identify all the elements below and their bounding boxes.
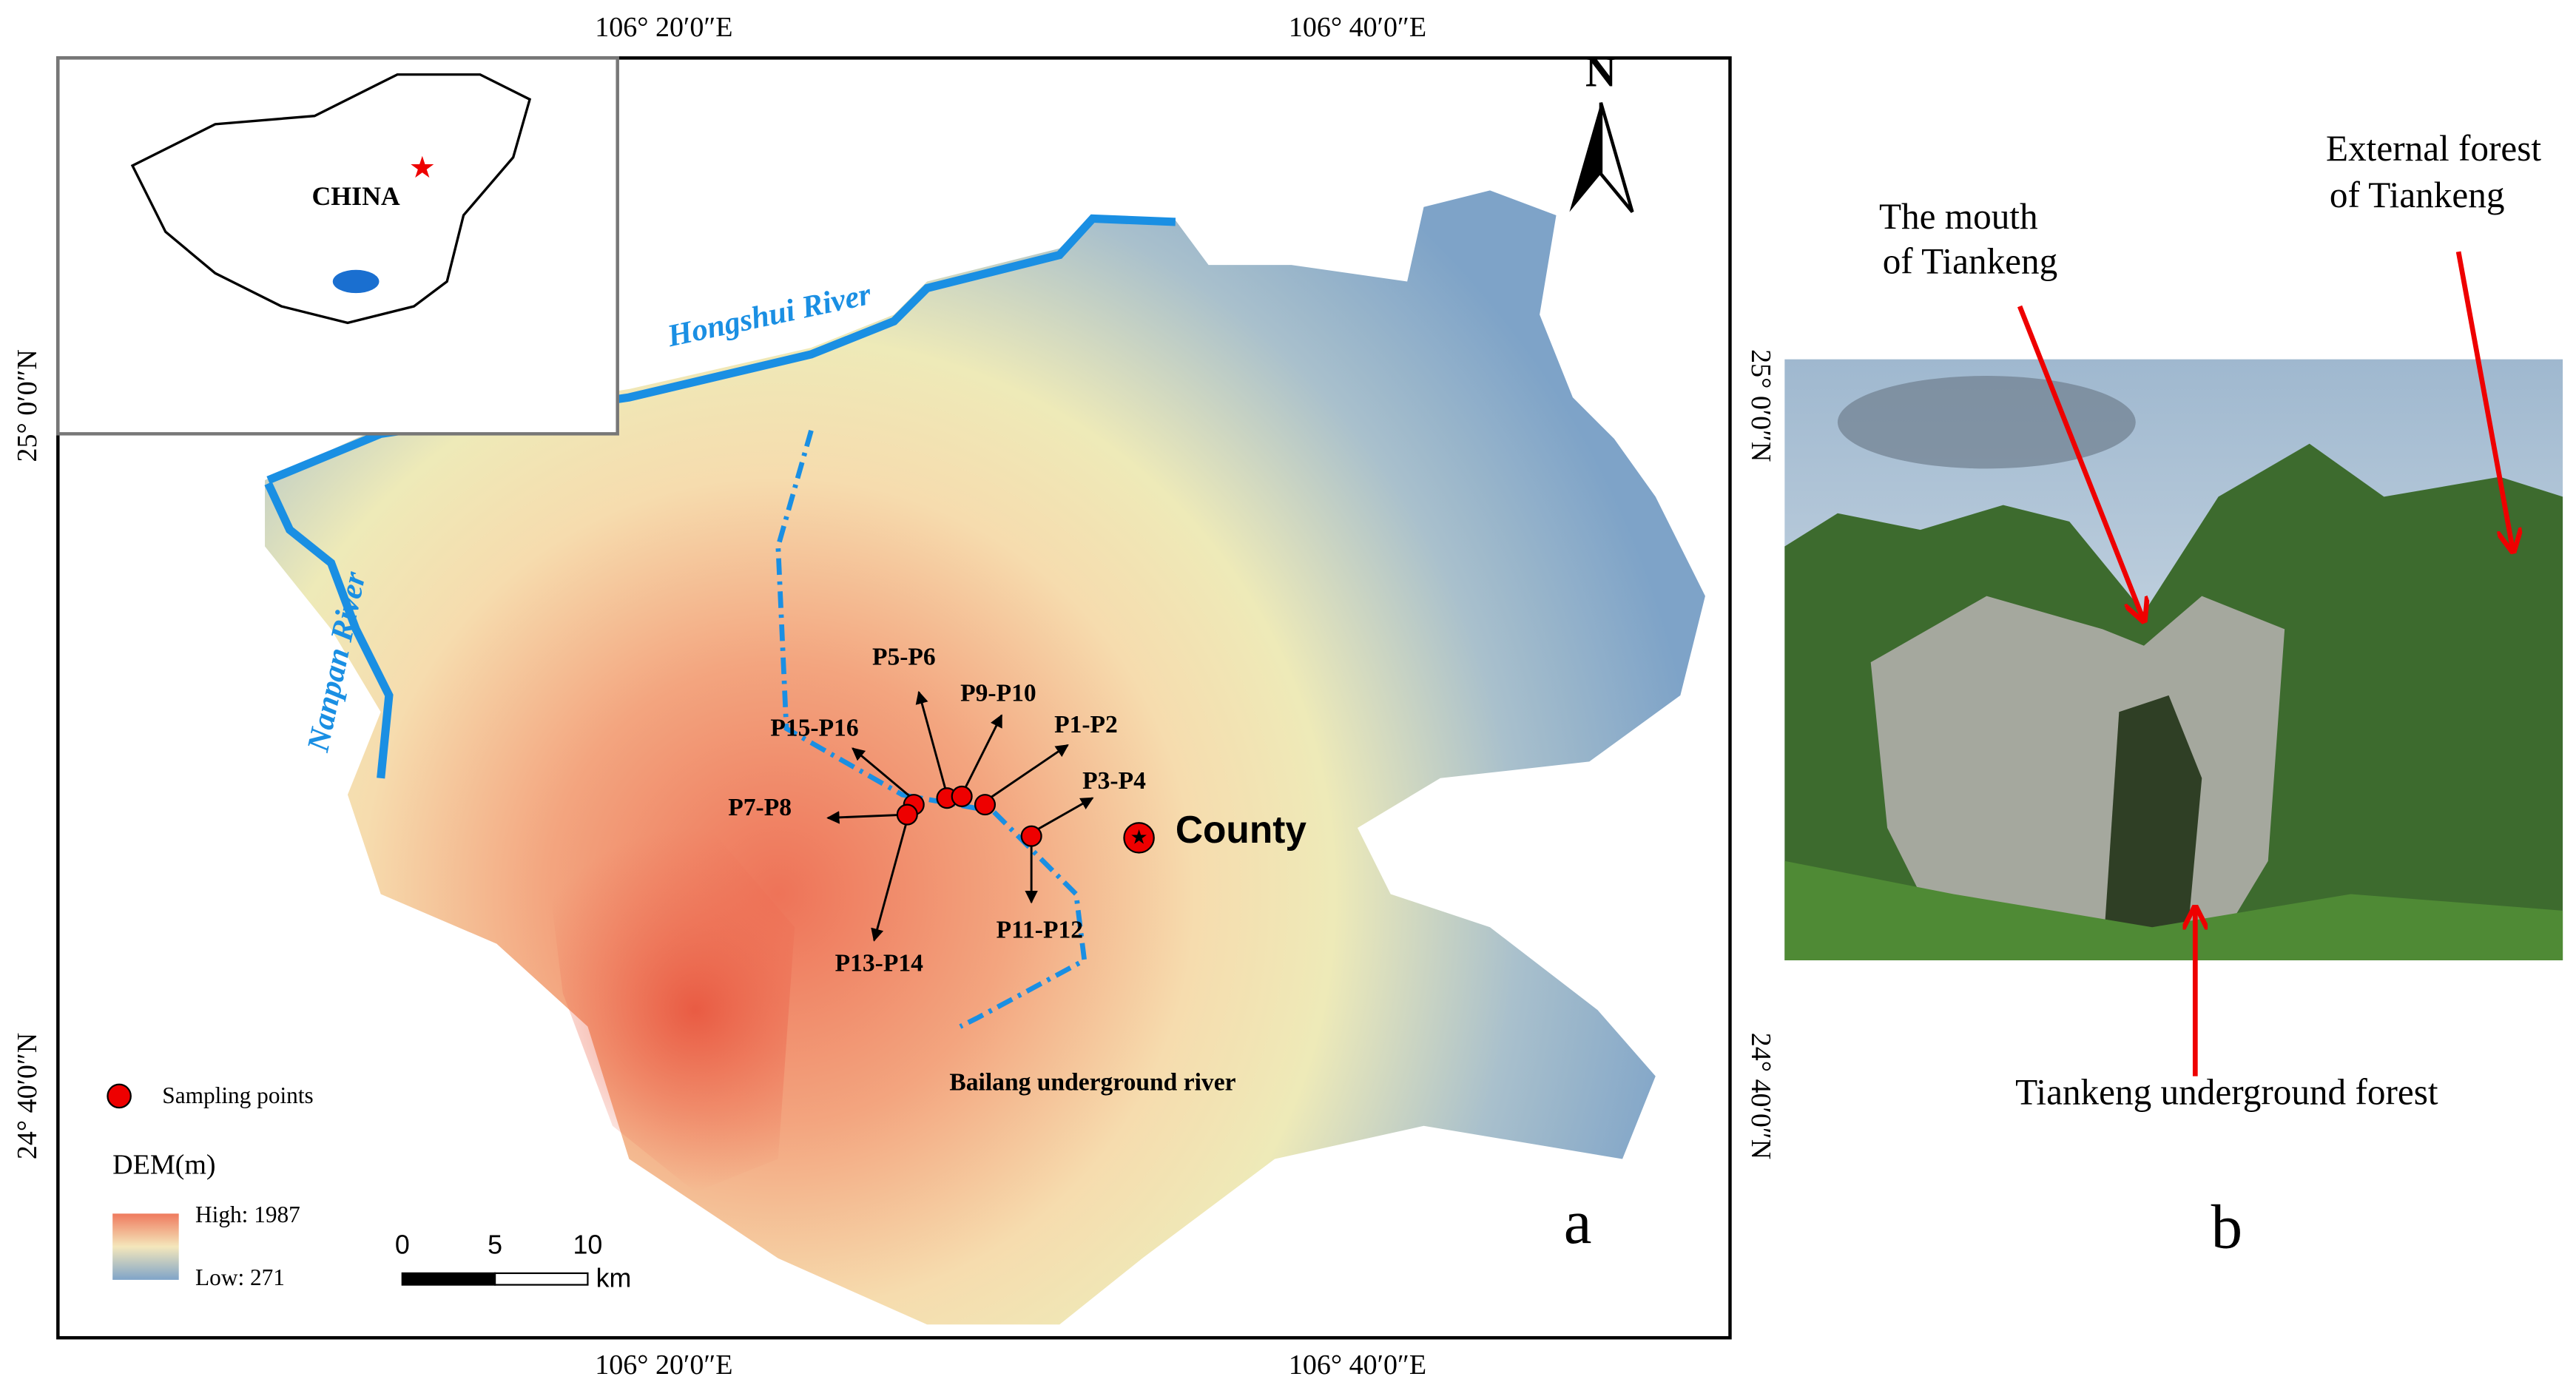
lat-label: 25° 0′0″N: [1745, 349, 1776, 462]
county-marker: [1123, 822, 1155, 854]
cloud: [1837, 376, 2136, 469]
legend-point: [107, 1083, 132, 1109]
annotation: of Tiankeng: [1883, 240, 2058, 281]
panel-label: a: [1564, 1187, 1592, 1257]
county-label: County: [1176, 808, 1307, 851]
point-label: P3-P4: [1082, 767, 1146, 795]
scale-bar: [401, 1272, 496, 1286]
inset: [56, 56, 619, 436]
scale-bar: [493, 1272, 589, 1286]
foreground: [1784, 860, 2563, 960]
point-label: P11-P12: [997, 917, 1083, 944]
point-label: P7-P8: [728, 794, 792, 821]
point-label: P5-P6: [872, 643, 936, 670]
china-outline: [130, 73, 532, 325]
lon-label: 106° 40′0″E: [1289, 1349, 1426, 1381]
scale-label: 5: [488, 1230, 502, 1260]
lon-label: 106° 20′0″E: [595, 1349, 732, 1381]
bailang-river: [775, 429, 1088, 1029]
lat-label: 24° 40′0″N: [12, 1033, 43, 1159]
highland: [546, 811, 795, 1193]
guangxi: [332, 269, 380, 294]
annotation: The mouth: [1879, 196, 2038, 237]
point-label: P1-P2: [1054, 711, 1118, 738]
lat-label: 24° 40′0″N: [1745, 1033, 1776, 1159]
lon-label: 106° 20′0″E: [595, 12, 732, 43]
river-label: Bailang underground river: [949, 1068, 1235, 1096]
point-arrows: [826, 690, 1094, 942]
north-label: N: [1585, 47, 1616, 95]
annotation: of Tiankeng: [2330, 175, 2505, 215]
annotation: Tiankeng underground forest: [2015, 1072, 2438, 1113]
legend-low: Low: 271: [195, 1264, 285, 1290]
inset-label: CHINA: [311, 181, 399, 211]
north-arrow: [1599, 102, 1634, 213]
panel-label: b: [2211, 1193, 2243, 1262]
photo-arrows: [2017, 251, 2513, 1076]
lon-label: 106° 40′0″E: [1289, 12, 1426, 43]
point-label: P15-P16: [770, 715, 858, 742]
annotation: External forest: [2326, 128, 2541, 169]
legend-title: DEM(m): [112, 1149, 215, 1180]
lat-label: 25° 0′0″N: [12, 349, 43, 462]
scale-unit: km: [596, 1263, 632, 1293]
point-label: P13-P14: [835, 949, 923, 977]
scale-label: 10: [573, 1230, 603, 1260]
nanpan-river: [264, 482, 394, 779]
capital-star: ★: [409, 151, 436, 184]
legend-label: Sampling points: [162, 1082, 313, 1108]
sampling-points: [896, 785, 1042, 847]
sinkhole: [2102, 695, 2202, 960]
county-star: ★: [1130, 826, 1148, 849]
legend-high: High: 1987: [195, 1202, 300, 1227]
scale-label: 0: [395, 1230, 410, 1260]
point-label: P9-P10: [960, 680, 1036, 707]
legend-ramp: [112, 1213, 179, 1280]
